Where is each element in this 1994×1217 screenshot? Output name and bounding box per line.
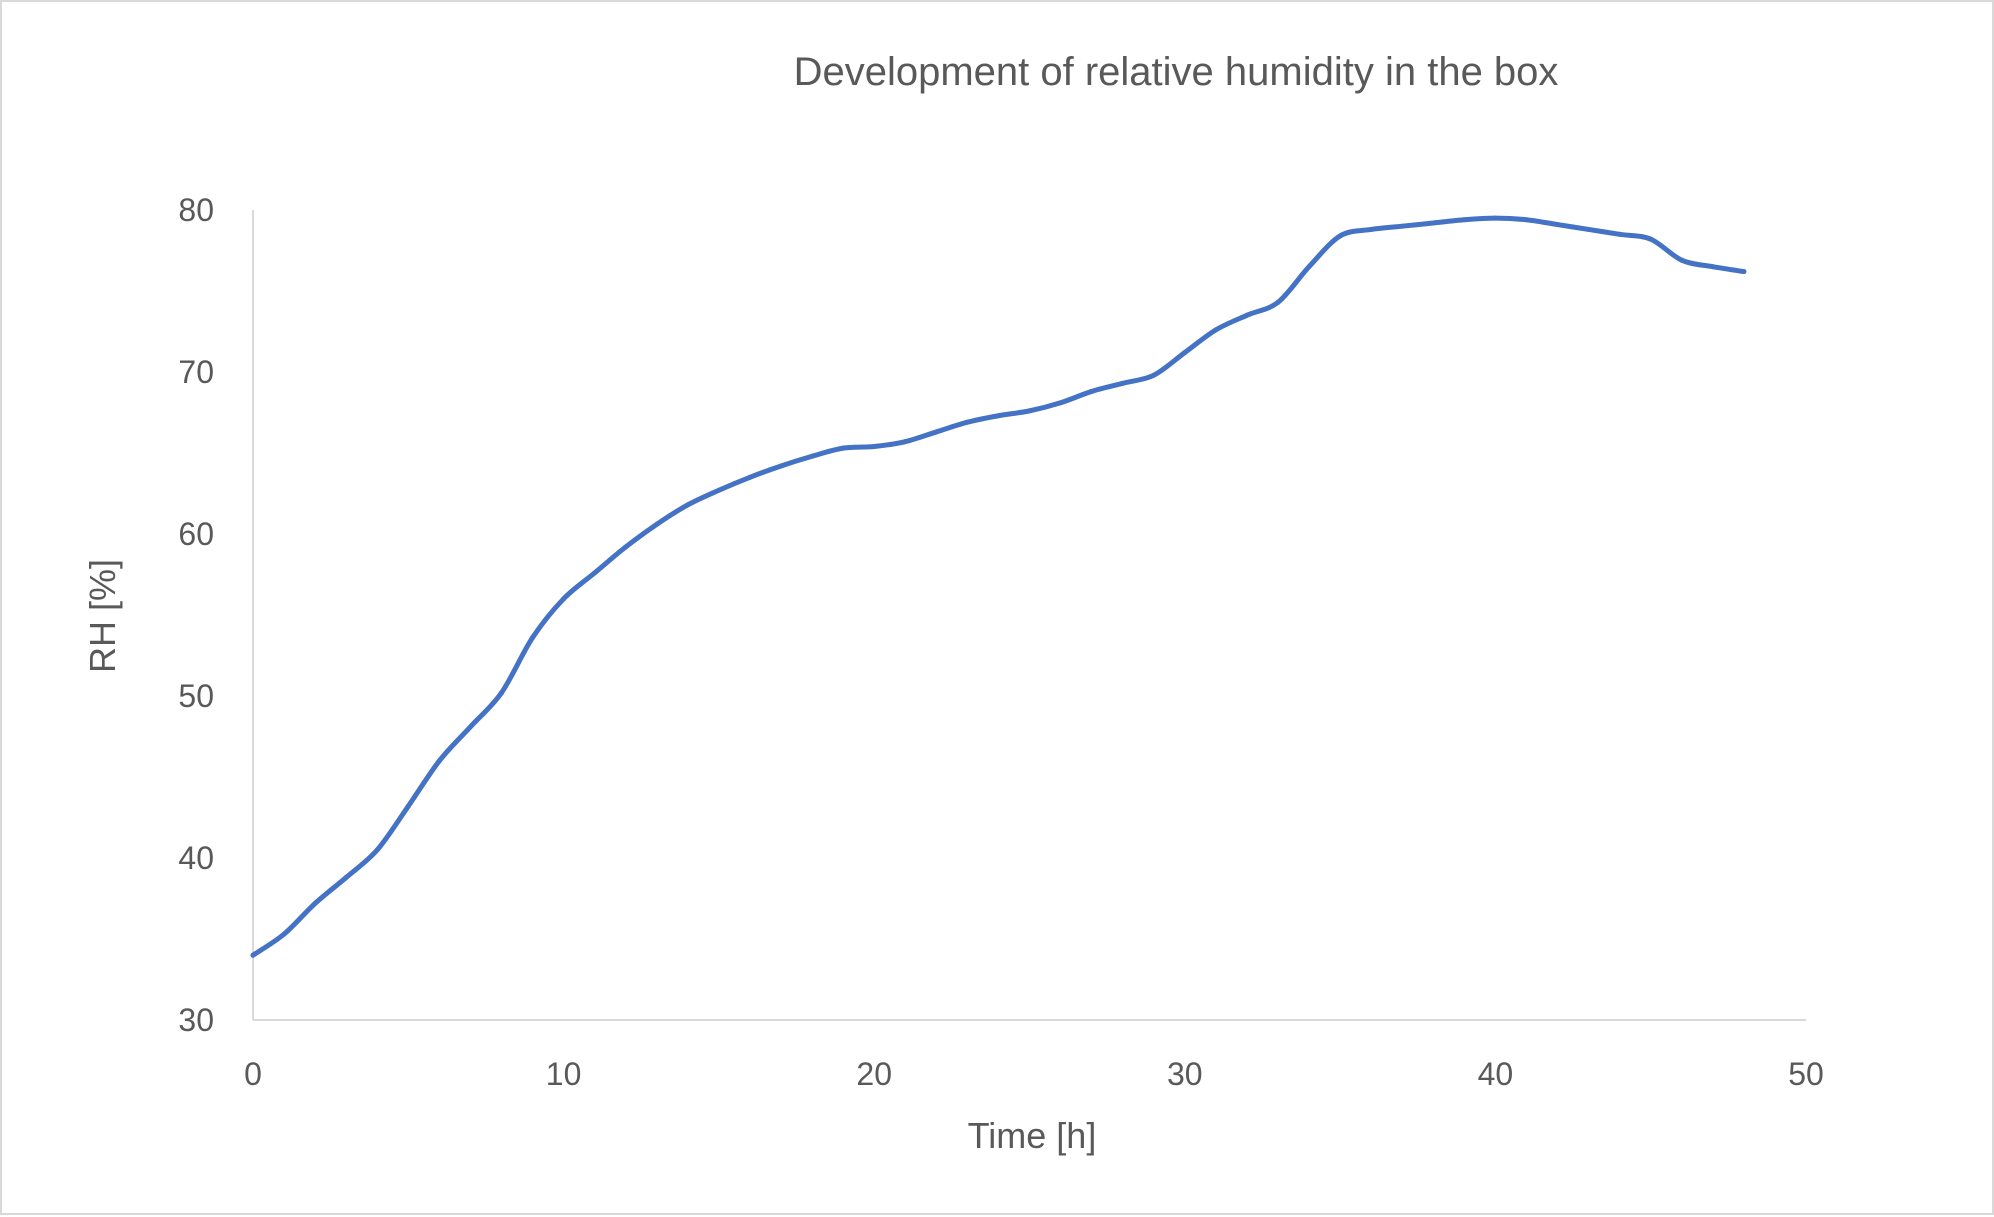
x-tick-labels: 0 10 20 30 40 50 xyxy=(244,1056,1824,1092)
x-axis-title: Time [h] xyxy=(968,1115,1097,1156)
y-tick-label: 70 xyxy=(178,354,214,390)
data-point xyxy=(1461,217,1467,223)
data-point xyxy=(1151,372,1157,378)
data-point xyxy=(436,758,442,764)
data-point xyxy=(1058,400,1064,406)
x-tick-label: 50 xyxy=(1788,1056,1824,1092)
data-point xyxy=(1648,236,1654,242)
data-point xyxy=(467,724,473,730)
data-point xyxy=(1492,215,1498,221)
data-point xyxy=(1586,226,1592,232)
data-point xyxy=(871,444,877,450)
data-point xyxy=(747,474,753,480)
data-point xyxy=(1368,226,1374,232)
data-point xyxy=(1275,299,1281,305)
y-tick-label: 40 xyxy=(178,840,214,876)
data-point xyxy=(1089,388,1095,394)
y-tick-label: 80 xyxy=(178,192,214,228)
data-point xyxy=(1679,257,1685,263)
data-point xyxy=(1182,350,1188,356)
data-point xyxy=(1430,220,1436,226)
data-point xyxy=(561,596,567,602)
x-tick-label: 10 xyxy=(546,1056,582,1092)
y-tick-label: 60 xyxy=(178,516,214,552)
data-point xyxy=(250,952,256,958)
series-layer xyxy=(250,215,1747,958)
data-point xyxy=(1710,264,1716,270)
data-point xyxy=(281,931,287,937)
data-point xyxy=(498,690,504,696)
data-point xyxy=(405,803,411,809)
data-point xyxy=(343,874,349,880)
x-tick-label: 0 xyxy=(244,1056,262,1092)
chart-title: Development of relative humidity in the … xyxy=(794,50,1559,94)
data-point xyxy=(1399,223,1405,229)
data-point xyxy=(530,635,536,641)
x-tick-label: 30 xyxy=(1167,1056,1203,1092)
data-point xyxy=(685,502,691,508)
x-tick-label: 20 xyxy=(856,1056,892,1092)
x-tick-label: 40 xyxy=(1478,1056,1514,1092)
data-point xyxy=(840,445,846,451)
data-point xyxy=(1555,222,1561,228)
y-tick-label: 30 xyxy=(178,1002,214,1038)
data-point xyxy=(1027,408,1032,414)
data-point xyxy=(374,847,380,853)
data-point xyxy=(933,429,939,435)
y-tick-label: 50 xyxy=(178,678,214,714)
data-point xyxy=(623,544,629,550)
data-point xyxy=(964,419,970,425)
data-point xyxy=(654,521,660,527)
data-point xyxy=(1213,327,1219,333)
data-point xyxy=(592,570,598,576)
data-point xyxy=(809,453,815,459)
data-point xyxy=(1337,233,1343,239)
data-point xyxy=(778,463,784,469)
data-point xyxy=(1244,312,1250,318)
data-point xyxy=(716,487,722,493)
y-tick-labels: 30 40 50 60 70 80 xyxy=(178,192,214,1038)
data-point xyxy=(1741,269,1747,275)
data-point xyxy=(995,413,1001,419)
data-point xyxy=(1120,380,1126,386)
y-axis-title: RH [%] xyxy=(82,559,123,673)
data-point xyxy=(312,900,318,906)
data-point xyxy=(1306,264,1312,270)
data-point xyxy=(902,439,908,445)
data-point xyxy=(1523,217,1529,223)
axes xyxy=(252,210,1806,1021)
series-line-rh xyxy=(250,215,1747,958)
data-point xyxy=(1617,231,1623,237)
